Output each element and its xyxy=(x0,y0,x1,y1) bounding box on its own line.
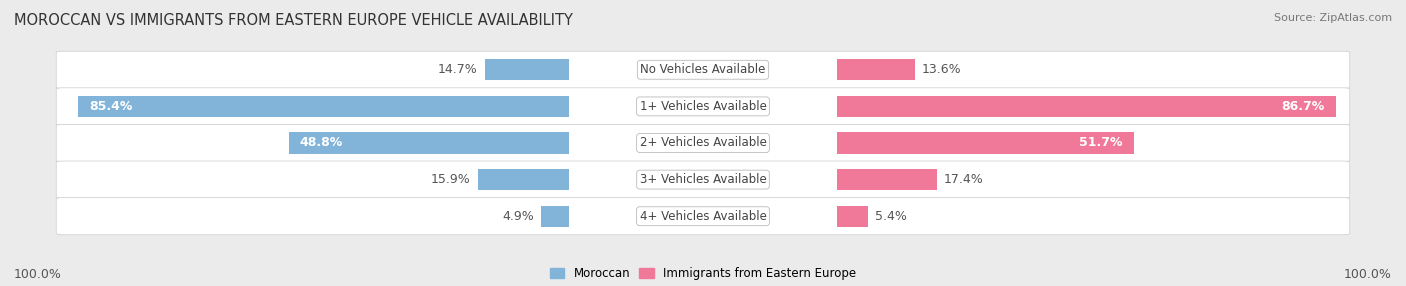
Text: 5.4%: 5.4% xyxy=(875,210,907,223)
Bar xyxy=(837,96,1336,117)
Bar xyxy=(837,206,868,227)
Bar xyxy=(77,96,569,117)
Text: 48.8%: 48.8% xyxy=(299,136,343,150)
Text: 100.0%: 100.0% xyxy=(14,268,62,281)
Text: 51.7%: 51.7% xyxy=(1080,136,1123,150)
FancyBboxPatch shape xyxy=(56,198,1350,235)
Text: 85.4%: 85.4% xyxy=(89,100,132,113)
FancyBboxPatch shape xyxy=(56,124,1350,162)
Bar xyxy=(288,132,569,154)
Bar xyxy=(478,169,569,190)
Text: 4+ Vehicles Available: 4+ Vehicles Available xyxy=(640,210,766,223)
Text: 3+ Vehicles Available: 3+ Vehicles Available xyxy=(640,173,766,186)
Text: 100.0%: 100.0% xyxy=(1344,268,1392,281)
FancyBboxPatch shape xyxy=(56,161,1350,198)
Bar xyxy=(541,206,569,227)
Text: 17.4%: 17.4% xyxy=(943,173,984,186)
Text: 13.6%: 13.6% xyxy=(922,63,962,76)
FancyBboxPatch shape xyxy=(56,88,1350,125)
Text: Source: ZipAtlas.com: Source: ZipAtlas.com xyxy=(1274,13,1392,23)
Text: 1+ Vehicles Available: 1+ Vehicles Available xyxy=(640,100,766,113)
Text: MOROCCAN VS IMMIGRANTS FROM EASTERN EUROPE VEHICLE AVAILABILITY: MOROCCAN VS IMMIGRANTS FROM EASTERN EURO… xyxy=(14,13,572,28)
Bar xyxy=(837,169,936,190)
Text: 15.9%: 15.9% xyxy=(432,173,471,186)
Text: 14.7%: 14.7% xyxy=(439,63,478,76)
Bar xyxy=(837,132,1135,154)
FancyBboxPatch shape xyxy=(56,51,1350,88)
Text: No Vehicles Available: No Vehicles Available xyxy=(640,63,766,76)
Text: 86.7%: 86.7% xyxy=(1281,100,1324,113)
Text: 4.9%: 4.9% xyxy=(502,210,534,223)
Bar xyxy=(837,59,915,80)
Legend: Moroccan, Immigrants from Eastern Europe: Moroccan, Immigrants from Eastern Europe xyxy=(550,267,856,280)
Bar xyxy=(485,59,569,80)
Text: 2+ Vehicles Available: 2+ Vehicles Available xyxy=(640,136,766,150)
